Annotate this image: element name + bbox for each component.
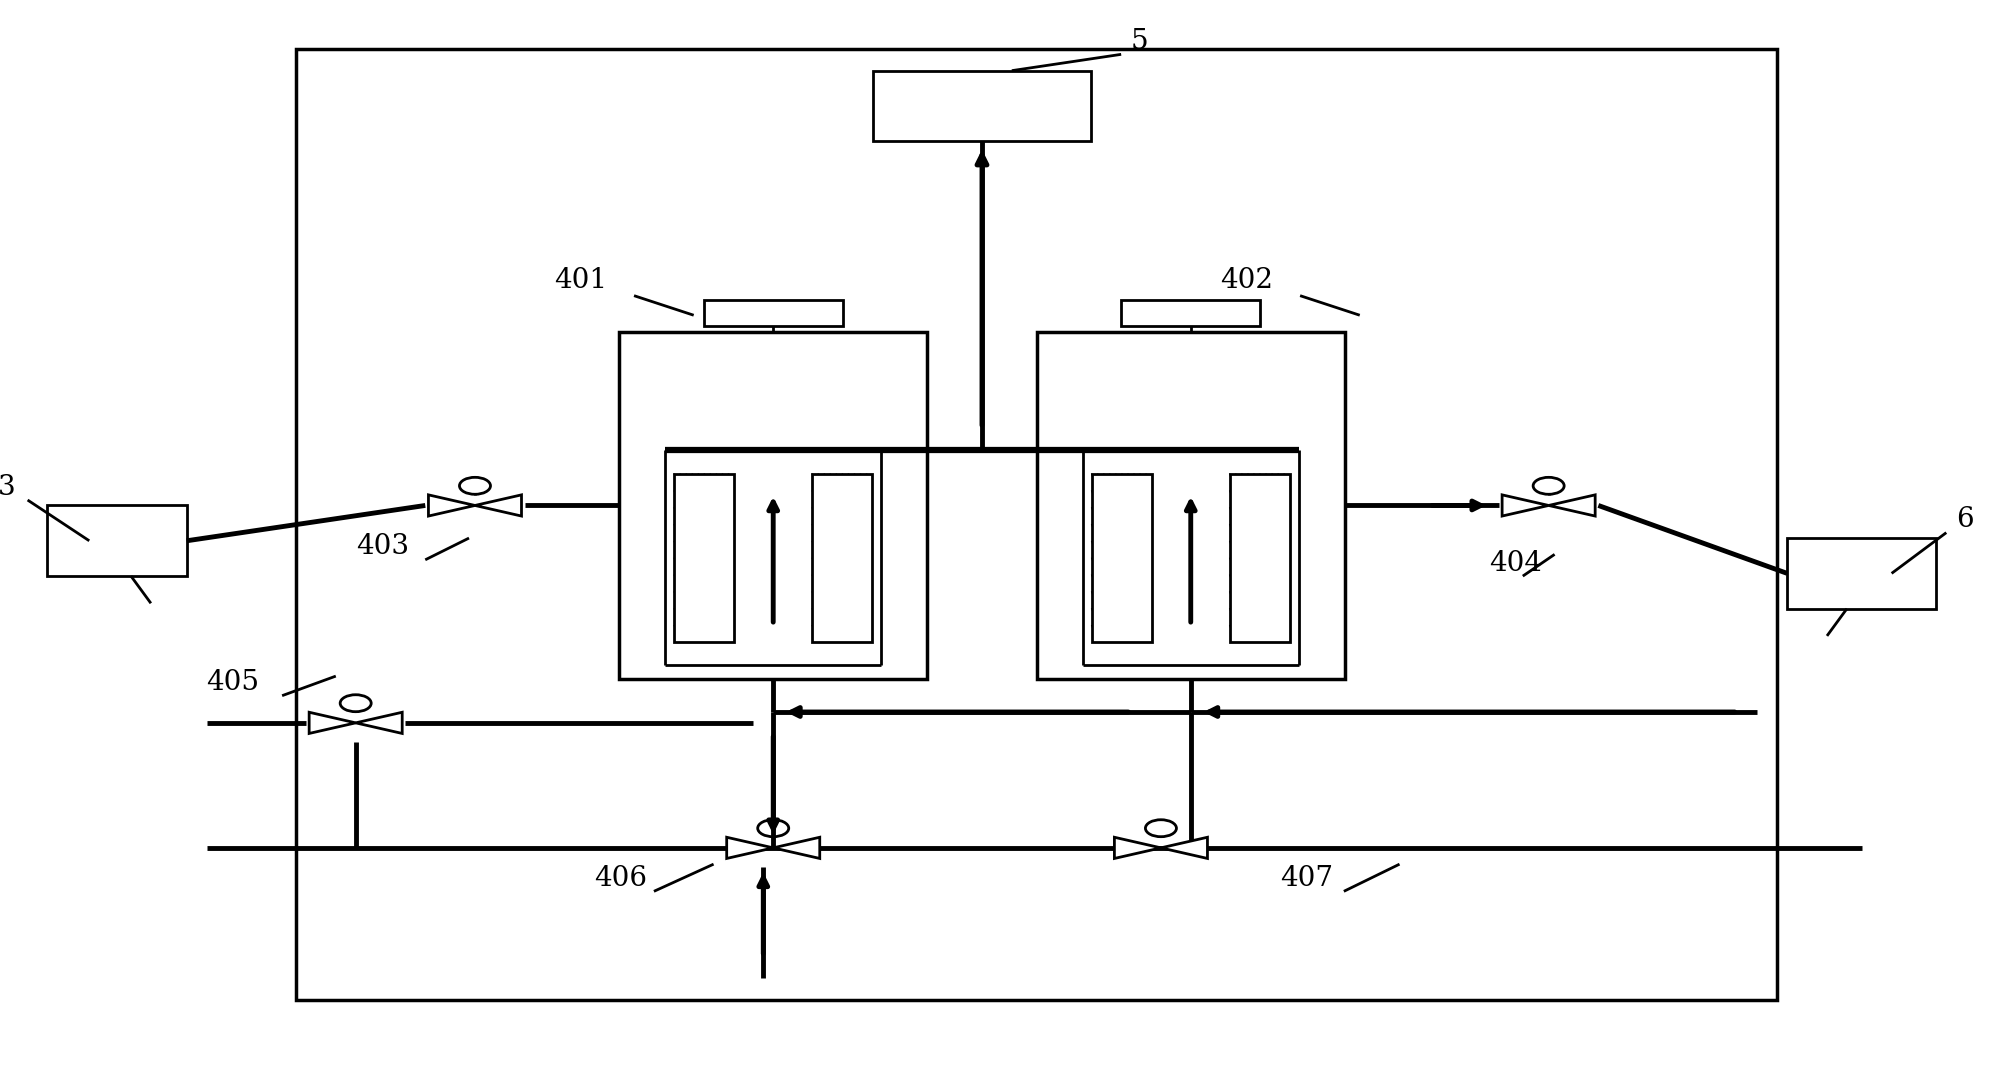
Text: 405: 405: [206, 670, 259, 697]
Polygon shape: [772, 837, 820, 859]
Bar: [812, 474, 872, 641]
Text: 406: 406: [595, 865, 647, 892]
Polygon shape: [1114, 837, 1162, 859]
Text: 402: 402: [1222, 267, 1273, 295]
Polygon shape: [1549, 495, 1595, 516]
Bar: [1230, 474, 1289, 641]
Bar: [675, 474, 735, 641]
Bar: [1122, 300, 1259, 326]
Bar: [872, 71, 1092, 141]
Text: 3: 3: [0, 474, 16, 501]
Polygon shape: [475, 495, 521, 516]
Polygon shape: [727, 837, 772, 859]
Text: 404: 404: [1489, 550, 1543, 577]
Text: 401: 401: [555, 267, 607, 295]
Bar: [295, 49, 1776, 1000]
Polygon shape: [429, 495, 475, 516]
Text: 407: 407: [1279, 865, 1333, 892]
Bar: [48, 505, 188, 576]
Polygon shape: [1503, 495, 1549, 516]
Text: 5: 5: [1132, 28, 1150, 55]
Bar: [1786, 538, 1936, 609]
Bar: [1036, 332, 1345, 679]
Polygon shape: [1162, 837, 1208, 859]
Polygon shape: [309, 712, 355, 734]
Text: 6: 6: [1956, 507, 1974, 534]
Text: 403: 403: [355, 534, 409, 561]
Bar: [1092, 474, 1152, 641]
Polygon shape: [355, 712, 403, 734]
Bar: [619, 332, 928, 679]
Bar: [705, 300, 842, 326]
